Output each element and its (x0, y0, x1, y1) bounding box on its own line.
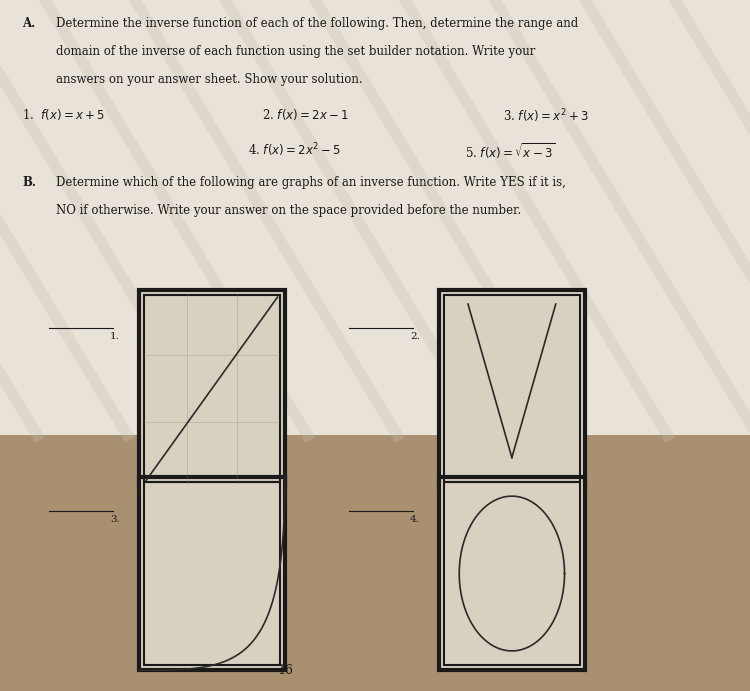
Text: A.: A. (22, 17, 36, 30)
Text: 4. $f(x) = 2x^2 - 5$: 4. $f(x) = 2x^2 - 5$ (248, 142, 340, 159)
Bar (144, 482, 280, 665)
Text: 3.: 3. (110, 515, 120, 524)
Bar (139, 477, 285, 670)
Bar (144, 295, 280, 482)
Text: answers on your answer sheet. Show your solution.: answers on your answer sheet. Show your … (56, 73, 363, 86)
Text: 5. $f(x) = \sqrt{x - 3}$: 5. $f(x) = \sqrt{x - 3}$ (465, 142, 555, 162)
Text: 16: 16 (277, 664, 293, 677)
Bar (139, 290, 285, 487)
Bar (444, 482, 580, 665)
Text: 1.: 1. (110, 332, 120, 341)
Text: Determine the inverse function of each of the following. Then, determine the ran: Determine the inverse function of each o… (56, 17, 578, 30)
Text: NO if otherwise. Write your answer on the space provided before the number.: NO if otherwise. Write your answer on th… (56, 204, 521, 217)
Text: domain of the inverse of each function using the set builder notation. Write you: domain of the inverse of each function u… (56, 45, 536, 58)
Bar (439, 290, 585, 487)
Text: 2.: 2. (410, 332, 420, 341)
Bar (439, 477, 585, 670)
Text: 3. $f(x) = x^2 + 3$: 3. $f(x) = x^2 + 3$ (503, 107, 588, 124)
Bar (444, 295, 580, 482)
Text: B.: B. (22, 176, 37, 189)
Text: 4.: 4. (410, 515, 420, 524)
Text: 1.  $f(x) = x + 5$: 1. $f(x) = x + 5$ (22, 107, 106, 122)
Bar (0, 0, 750, 435)
Text: 2. $f(x) = 2x - 1$: 2. $f(x) = 2x - 1$ (262, 107, 350, 122)
Text: Determine which of the following are graphs of an inverse function. Write YES if: Determine which of the following are gra… (56, 176, 566, 189)
